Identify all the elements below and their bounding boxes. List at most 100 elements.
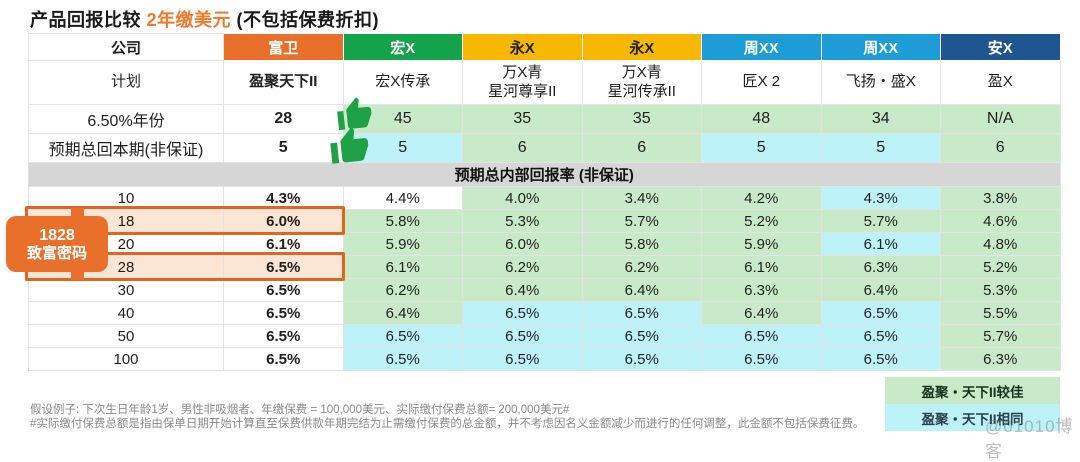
irr-cell: 6.0%	[223, 209, 344, 233]
irr-cell: 4.3%	[820, 186, 941, 210]
irr-cell: 6.2%	[581, 255, 702, 279]
irr-cell: 6.2%	[342, 278, 463, 302]
irr-cell: 6.3%	[820, 255, 941, 279]
irr-cell: 6.5%	[581, 324, 702, 348]
irr-cell: 6.5%	[820, 301, 941, 325]
section-header: 预期总内部回报率 (非保证)	[28, 162, 1061, 187]
year-cell: 100	[28, 347, 224, 371]
plan-cell-4: 匠X 2	[701, 60, 822, 105]
company-header-cell-3: 永X	[581, 33, 702, 61]
irr-cell: 3.8%	[940, 186, 1061, 210]
irr-cell: 6.5%	[223, 324, 344, 348]
irr-cell: 4.6%	[940, 209, 1061, 233]
metric-cell: 48	[701, 104, 822, 134]
irr-cell: 6.4%	[820, 278, 941, 302]
plan-row-label: 计划	[28, 60, 224, 105]
irr-cell: 6.1%	[820, 232, 941, 256]
plan-cell-2: 万X青 星河尊享II	[462, 60, 583, 105]
metric-cell: 5	[701, 133, 822, 163]
irr-cell: 6.4%	[342, 301, 463, 325]
metric-cell: 35	[581, 104, 702, 134]
irr-cell: 5.5%	[940, 301, 1061, 325]
irr-cell: 6.3%	[701, 278, 822, 302]
comparison-table: 公司 富卫 宏X 永X 永X 周XX 周XX 安X 计划 盈聚天下II 宏X传承 万X青 星河尊享II…	[28, 33, 1061, 371]
irr-cell: 3.4%	[581, 186, 702, 210]
plan-cell-5: 飞扬・盛X	[820, 60, 941, 105]
year-cell: 30	[28, 278, 224, 302]
irr-cell: 6.4%	[701, 301, 822, 325]
irr-cell: 4.0%	[462, 186, 583, 210]
irr-cell: 6.5%	[342, 347, 463, 371]
company-header-cell-5: 周XX	[820, 33, 941, 61]
legend: 盈聚・天下II较佳 盈聚・天下II相同	[885, 377, 1060, 431]
metric-cell: 5	[223, 133, 344, 163]
metric-cell: N/A	[940, 104, 1061, 134]
irr-cell: 6.0%	[462, 232, 583, 256]
irr-cell: 6.1%	[223, 232, 344, 256]
badge-number: 1828	[39, 226, 75, 244]
irr-cell: 6.5%	[581, 347, 702, 371]
metric-row-label-1: 预期总回本期(非保证)	[28, 133, 224, 163]
irr-cell: 5.2%	[940, 255, 1061, 279]
title-highlight: 2年缴美元	[146, 10, 237, 30]
irr-cell: 6.3%	[940, 347, 1061, 371]
metric-cell: 5	[820, 133, 941, 163]
metric-cell: 28	[223, 104, 344, 134]
wealth-code-badge: 1828 致富密码	[6, 216, 108, 272]
metric-cell: 35	[462, 104, 583, 134]
irr-cell: 5.7%	[940, 324, 1061, 348]
irr-cell: 6.5%	[223, 347, 344, 371]
irr-cell: 4.3%	[223, 186, 344, 210]
thumbs-up-icon	[330, 127, 369, 164]
irr-cell: 5.7%	[581, 209, 702, 233]
irr-cell: 5.3%	[940, 278, 1061, 302]
irr-cell: 6.5%	[223, 301, 344, 325]
irr-cell: 5.3%	[462, 209, 583, 233]
irr-cell: 6.5%	[701, 324, 822, 348]
irr-cell: 6.1%	[342, 255, 463, 279]
irr-cell: 6.5%	[462, 301, 583, 325]
irr-cell: 6.4%	[581, 278, 702, 302]
irr-cell: 6.4%	[462, 278, 583, 302]
irr-cell: 6.5%	[581, 301, 702, 325]
year-cell: 40	[28, 301, 224, 325]
irr-cell: 6.5%	[223, 255, 344, 279]
footnote-premium-definition: #实际缴付保费总额是指由保单日期开始计算直至保费供款年期完结为止需缴付保费的总金…	[30, 418, 865, 430]
plan-cell-0: 盈聚天下II	[223, 60, 344, 105]
badge-text: 致富密码	[26, 244, 87, 262]
irr-cell: 5.8%	[581, 232, 702, 256]
irr-cell: 5.8%	[342, 209, 463, 233]
metric-row-label-0: 6.50%年份	[28, 104, 224, 134]
metric-cell: 6	[462, 133, 583, 163]
legend-item-same: 盈聚・天下II相同	[885, 404, 1060, 431]
irr-cell: 4.4%	[342, 186, 463, 210]
irr-cell: 6.5%	[462, 324, 583, 348]
irr-cell: 5.7%	[820, 209, 941, 233]
plan-cell-1: 宏X传承	[342, 60, 463, 105]
company-header-cell-4: 周XX	[701, 33, 822, 61]
title-suffix: (不包括保费折扣)	[236, 10, 380, 30]
page-title: 产品回报比较 2年缴美元 (不包括保费折扣)	[30, 6, 379, 32]
company-header-cell-2: 永X	[462, 33, 583, 61]
footnotes: 假设例子: 下次生日年龄1岁、男性非吸烟者、年缴保费 = 100,000美元、实…	[30, 403, 864, 431]
year-cell: 10	[28, 186, 224, 210]
metric-cell: 6	[581, 133, 702, 163]
irr-cell: 4.2%	[701, 186, 822, 210]
title-prefix: 产品回报比较	[30, 10, 147, 30]
company-row-label: 公司	[28, 33, 224, 61]
legend-item-better: 盈聚・天下II较佳	[885, 377, 1060, 404]
irr-cell: 6.5%	[820, 324, 941, 348]
irr-cell: 6.1%	[701, 255, 822, 279]
irr-cell: 5.2%	[701, 209, 822, 233]
irr-cell: 6.5%	[701, 347, 822, 371]
irr-cell: 4.8%	[940, 232, 1061, 256]
irr-cell: 5.9%	[342, 232, 463, 256]
company-header-cell-1: 宏X	[342, 33, 463, 61]
thumbs-up-icon	[337, 97, 372, 131]
irr-cell: 5.9%	[701, 232, 822, 256]
plan-cell-3: 万X青 星河传承II	[581, 60, 702, 105]
metric-cell: 6	[940, 133, 1061, 163]
irr-cell: 6.2%	[462, 255, 583, 279]
footnote-assumptions: 假设例子: 下次生日年龄1岁、男性非吸烟者、年缴保费 = 100,000美元、实…	[30, 404, 570, 416]
irr-cell: 6.5%	[342, 324, 463, 348]
